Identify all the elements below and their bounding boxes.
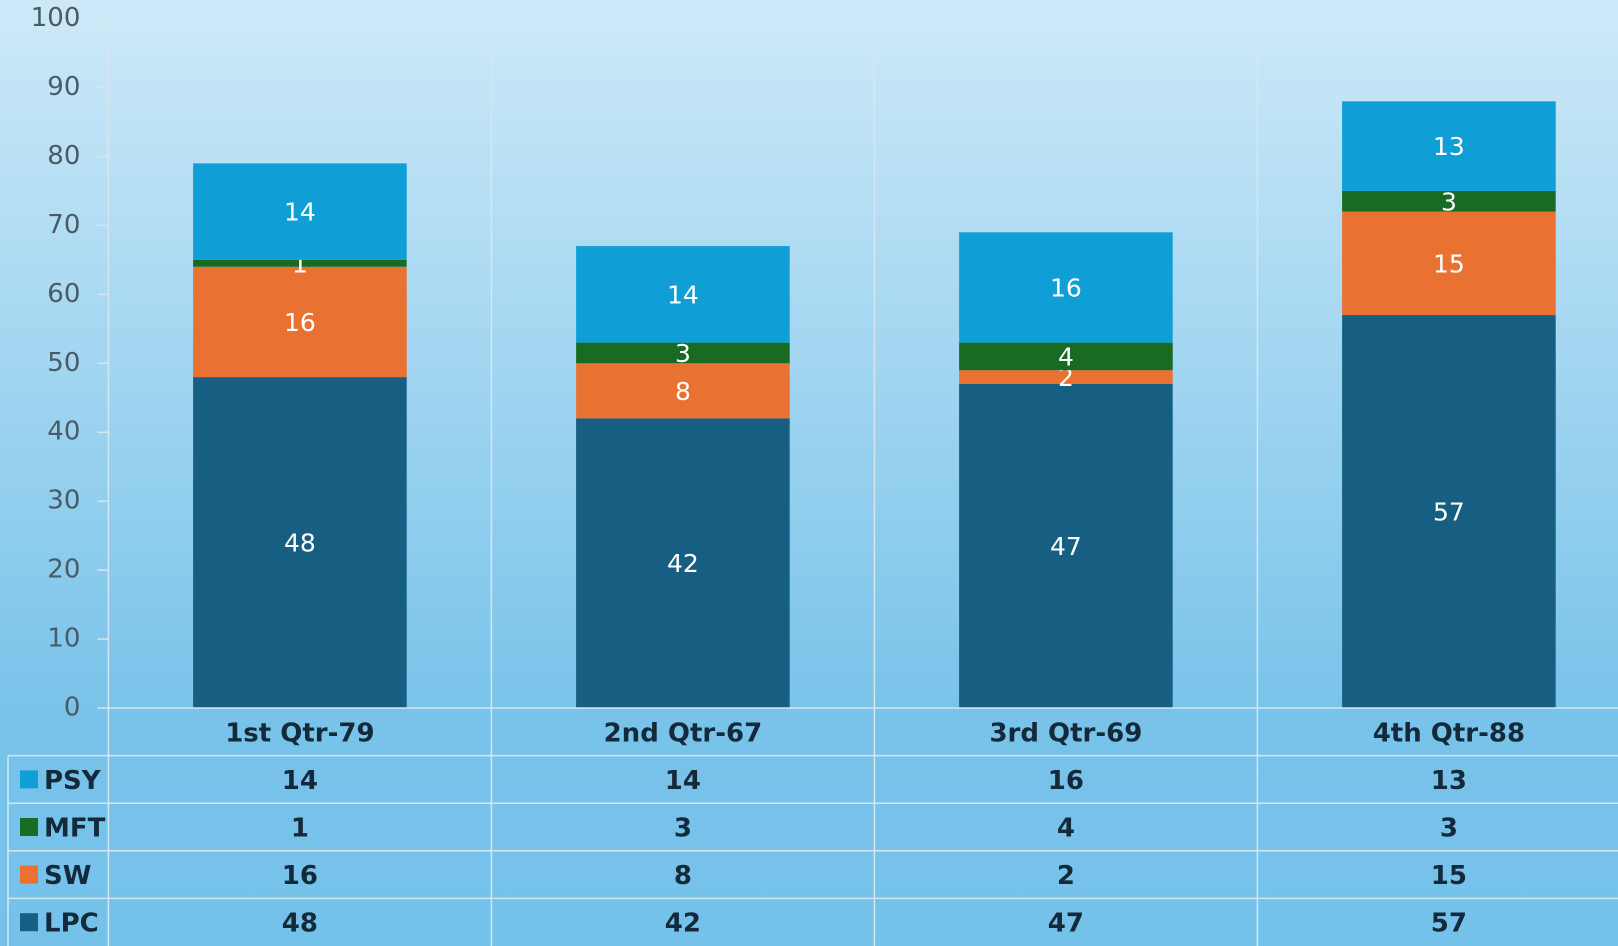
bar-segment — [193, 266, 407, 378]
table-value: 2 — [1057, 861, 1075, 891]
value-label: 13 — [1433, 132, 1465, 161]
table-value: 1 — [291, 814, 309, 844]
legend-label: MFT — [44, 814, 106, 844]
value-label: 47 — [1050, 532, 1082, 561]
category-label: 2nd Qtr-67 — [604, 718, 763, 748]
y-tick-label: 90 — [47, 72, 80, 102]
legend-key — [20, 913, 38, 932]
y-tick-label: 30 — [47, 486, 80, 516]
table-value: 4 — [1057, 814, 1075, 844]
table-value: 3 — [1440, 814, 1458, 844]
bar-segment — [193, 259, 407, 267]
legend-label: PSY — [44, 766, 102, 796]
y-tick-label: 60 — [47, 279, 80, 309]
legend-label: LPC — [44, 909, 99, 939]
value-label: 14 — [667, 280, 699, 309]
y-tick-label: 50 — [47, 348, 80, 378]
bar-segment — [959, 383, 1173, 708]
table-value: 47 — [1048, 909, 1084, 939]
table-value: 57 — [1431, 909, 1467, 939]
value-label: 48 — [284, 529, 316, 558]
category-label: 4th Qtr-88 — [1373, 718, 1525, 748]
bar-segment — [576, 363, 790, 419]
y-tick-label: 20 — [47, 555, 80, 585]
table-value: 14 — [282, 766, 318, 796]
category-label: 3rd Qtr-69 — [989, 718, 1142, 748]
bar-segment — [1342, 211, 1556, 316]
bar-segment — [1342, 190, 1556, 212]
value-label: 15 — [1433, 249, 1465, 278]
table-value: 8 — [674, 861, 692, 891]
value-label: 16 — [1050, 273, 1082, 302]
value-label: 3 — [675, 339, 691, 368]
value-label: 57 — [1433, 498, 1465, 527]
value-label: 14 — [284, 198, 316, 227]
value-label: 2 — [1058, 363, 1074, 392]
category-label: 1st Qtr-79 — [225, 718, 374, 748]
bar-segment — [576, 246, 790, 343]
bar-segment — [959, 342, 1173, 371]
value-label: 8 — [675, 377, 691, 406]
table-value: 13 — [1431, 766, 1467, 796]
table-value: 42 — [665, 909, 701, 939]
bar-segment — [959, 232, 1173, 343]
legend-key — [20, 770, 38, 789]
legend-label: SW — [44, 861, 91, 891]
bar-segment — [193, 377, 407, 708]
value-label: 16 — [284, 308, 316, 337]
table-value: 48 — [282, 909, 318, 939]
table-value: 16 — [282, 861, 318, 891]
bar-segment — [193, 163, 407, 260]
table-value: 15 — [1431, 861, 1467, 891]
value-label: 4 — [1058, 342, 1074, 371]
legend-key — [20, 865, 38, 884]
legend-key — [20, 818, 38, 836]
y-tick-label: 40 — [47, 417, 80, 447]
bar-segment — [959, 370, 1173, 384]
bar-segment — [576, 342, 790, 364]
y-tick-label: 70 — [47, 210, 80, 240]
table-value: 16 — [1048, 766, 1084, 796]
y-tick-label: 100 — [31, 3, 81, 33]
bar-segment — [576, 418, 790, 708]
y-tick-label: 0 — [64, 693, 81, 723]
table-value: 3 — [674, 814, 692, 844]
bar-segment — [1342, 101, 1556, 191]
y-tick-label: 10 — [47, 624, 80, 654]
table-value: 14 — [665, 766, 701, 796]
value-label: 3 — [1441, 187, 1457, 216]
value-label: 42 — [667, 549, 699, 578]
bar-segment — [1342, 315, 1556, 708]
y-tick-label: 80 — [47, 141, 80, 171]
